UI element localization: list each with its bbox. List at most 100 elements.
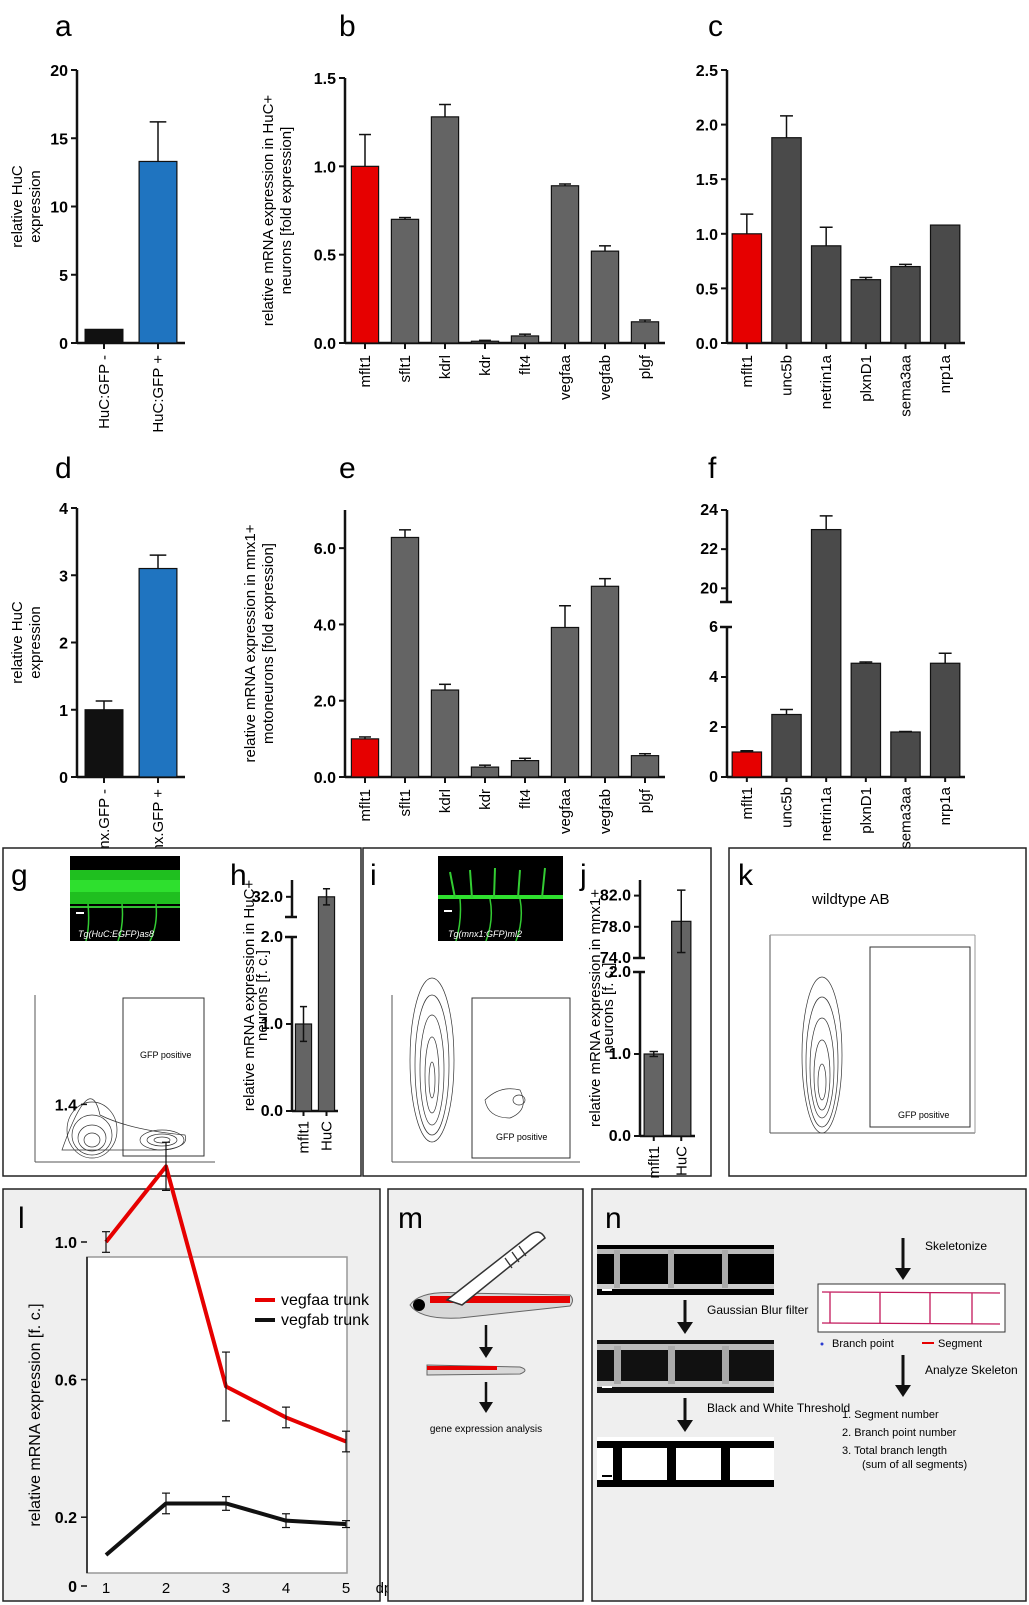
x-tick-label: vegfaa <box>557 788 574 834</box>
bar <box>810 245 842 344</box>
mnx1-gfp-caption: Tg(mnx1:GFP)ml2 <box>448 929 522 939</box>
y-tick-label: 24 <box>700 502 718 519</box>
x-tick-label: netrin1a <box>818 786 835 841</box>
legend-label: vegfab trunk <box>281 1312 370 1329</box>
chart-e: 0.0 2.0 4.0 6.0 mflt1 sflt1 kdrl kdr flt4 vegfaa v… <box>242 510 665 834</box>
bar <box>350 165 380 344</box>
panel-label-k: k <box>738 859 754 892</box>
bar <box>138 567 178 778</box>
y-axis-label: relative mRNA expression in mnx1+ <box>242 524 259 762</box>
y-axis-label: expression <box>27 170 44 243</box>
y-axis-label: motoneurons [fold expression] <box>260 543 277 744</box>
y-tick-label: 1.0 <box>609 1046 631 1063</box>
chart-j: 0.0 1.0 2.074.0 78.0 82.0 mflt1 HuC relative mR… <box>587 880 695 1179</box>
y-tick-label: 2 <box>709 719 718 736</box>
bar <box>731 233 763 344</box>
panel-k: k wildtype AB GFP positive <box>728 847 1027 1177</box>
chart-h: 0.0 1.0 2.0 32.0 mflt1 HuC relative mRNA expre… <box>241 880 338 1154</box>
bar <box>671 920 692 1137</box>
bar <box>850 279 882 344</box>
x-tick-label: 4 <box>282 1580 290 1597</box>
bar <box>643 1053 664 1137</box>
y-tick-label: 4.0 <box>314 617 336 634</box>
panel-label-g: g <box>11 859 28 892</box>
gate-label-i: GFP positive <box>496 1132 547 1142</box>
x-tick-label: vegfaa <box>557 354 574 400</box>
x-tick-label: sema3aa <box>898 786 915 848</box>
bar <box>771 713 802 778</box>
panel-label-b: b <box>339 10 356 43</box>
y-tick-label: 78.0 <box>600 919 631 936</box>
skeleton-image <box>817 1283 1006 1333</box>
bar <box>138 160 178 344</box>
y-tick-label: 0.0 <box>314 770 336 787</box>
x-tick-label: vegfab <box>597 355 614 400</box>
x-tick-label: sflt1 <box>397 355 414 383</box>
y-tick-label: 20 <box>700 580 718 597</box>
bar <box>810 528 842 778</box>
y-tick-label: 0 <box>68 1579 77 1596</box>
analyze-skeleton-label: Analyze Skeleton <box>925 1363 1018 1377</box>
y-tick-label: 2.0 <box>261 929 283 946</box>
y-tick-label: 0.6 <box>55 1373 77 1390</box>
x-tick-label: 3 <box>222 1580 230 1597</box>
y-tick-label: 2.0 <box>696 118 718 135</box>
bar <box>590 585 620 778</box>
result-item-2: 2. Branch point number <box>842 1427 957 1439</box>
gaussian-blur-label: Gaussian Blur filter <box>707 1303 808 1317</box>
bar <box>430 689 460 778</box>
y-tick-label: 6.0 <box>314 541 336 558</box>
panel-label-c: c <box>708 10 723 43</box>
x-tick-label: mflt1 <box>296 1121 313 1154</box>
bar <box>390 218 420 344</box>
x-tick-label: netrin1a <box>818 354 835 409</box>
panel-label-h: h <box>230 859 247 892</box>
panel-label-j: j <box>579 859 587 892</box>
bar <box>470 340 500 344</box>
y-tick-label: 22 <box>700 541 718 558</box>
x-tick-label: nrp1a <box>937 786 954 825</box>
y-tick-label: 0.0 <box>261 1103 283 1120</box>
panel-gh: g h Tg(HuC:EGFP)as8 GFP positive 0.01. <box>2 847 362 1177</box>
x-tick-label: HuC:GFP + <box>150 355 167 433</box>
y-tick-label: 4 <box>59 501 68 518</box>
y-tick-label: 0.2 <box>55 1510 77 1527</box>
bar <box>550 185 580 344</box>
panel-label-i: i <box>370 859 377 892</box>
chart-b: 0.0 0.5 1.0 1.5 mflt1 sflt1 kdrl kdr flt4 vegfaa v… <box>260 71 665 400</box>
bar <box>850 662 882 778</box>
x-tick-label: plxnD1 <box>858 787 875 834</box>
panel-label-m: m <box>398 1202 423 1235</box>
y-tick-label: 2.0 <box>609 964 631 981</box>
y-tick-label: 32.0 <box>252 889 283 906</box>
y-axis-label: expression <box>27 606 44 679</box>
chart-c: 0.0 0.5 1.0 1.5 2.0 2.5 mflt1 unc5b netrin1a plxn… <box>696 63 965 417</box>
bar <box>771 137 802 344</box>
bar <box>630 755 660 778</box>
y-tick-label: 0.5 <box>696 281 718 298</box>
bar <box>550 626 580 778</box>
y-tick-label: 1.4 <box>55 1097 77 1114</box>
x-tick-label: vegfab <box>597 789 614 834</box>
bar <box>317 896 336 1112</box>
y-axis-label: relative mRNA expression [f. c.] <box>27 1303 44 1526</box>
y-tick-label: 1.0 <box>261 1016 283 1033</box>
x-tick-label: sflt1 <box>397 789 414 817</box>
facs-plot-i: GFP positive <box>391 977 580 1163</box>
bar <box>929 224 961 344</box>
x-tick-label: plgf <box>637 788 654 813</box>
x-tick-label: kdr <box>477 789 494 810</box>
vessel-image-blur <box>597 1340 774 1393</box>
x-tick-label: HuC <box>319 1121 336 1151</box>
x-tick-label: mflt1 <box>646 1146 663 1179</box>
y-tick-label: 0.0 <box>314 336 336 353</box>
panel-label-l: l <box>18 1202 25 1235</box>
y-tick-label: 10 <box>50 200 68 217</box>
chart-a: 0 5 10 15 20 HuC:GFP - HuC:GFP + relative HuC ex… <box>9 63 185 433</box>
branch-point-legend: Branch point <box>832 1338 894 1350</box>
zebrafish-dissection-illustration: gene expression analysis <box>409 1231 573 1435</box>
y-axis-label: neurons [fold expression] <box>278 127 295 295</box>
y-axis-label: neurons [f. c.] <box>600 963 617 1054</box>
